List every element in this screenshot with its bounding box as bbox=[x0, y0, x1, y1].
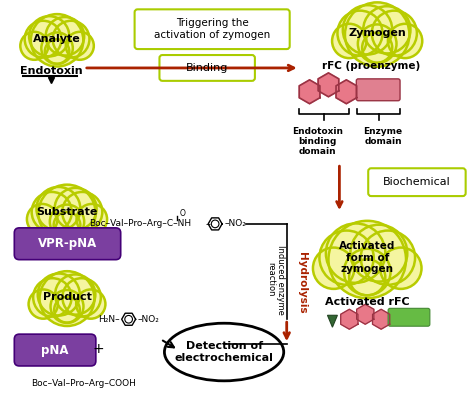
Polygon shape bbox=[373, 310, 390, 329]
FancyBboxPatch shape bbox=[14, 228, 121, 260]
Circle shape bbox=[349, 259, 385, 295]
Text: Zymogen: Zymogen bbox=[348, 28, 406, 38]
Text: Binding: Binding bbox=[186, 63, 228, 73]
Circle shape bbox=[345, 2, 410, 67]
Circle shape bbox=[50, 205, 84, 239]
Circle shape bbox=[54, 212, 81, 239]
Circle shape bbox=[36, 187, 81, 231]
Polygon shape bbox=[356, 305, 374, 324]
Text: Product: Product bbox=[43, 292, 91, 302]
Circle shape bbox=[76, 290, 105, 319]
Circle shape bbox=[361, 230, 415, 285]
Circle shape bbox=[358, 25, 396, 63]
Circle shape bbox=[55, 188, 97, 230]
Polygon shape bbox=[299, 80, 320, 104]
Text: Boc–Val–Pro–Arg–C–NH: Boc–Val–Pro–Arg–C–NH bbox=[89, 219, 191, 228]
Circle shape bbox=[362, 32, 392, 63]
FancyBboxPatch shape bbox=[135, 9, 290, 49]
Circle shape bbox=[76, 204, 107, 235]
Circle shape bbox=[319, 230, 374, 285]
FancyBboxPatch shape bbox=[159, 55, 255, 81]
Circle shape bbox=[388, 24, 422, 58]
Circle shape bbox=[332, 24, 366, 58]
Circle shape bbox=[344, 249, 391, 295]
Circle shape bbox=[54, 297, 80, 322]
Circle shape bbox=[38, 273, 80, 316]
Text: rFC (proenzyme): rFC (proenzyme) bbox=[322, 61, 420, 71]
Circle shape bbox=[41, 32, 73, 64]
Circle shape bbox=[337, 11, 383, 56]
Polygon shape bbox=[336, 80, 357, 104]
FancyBboxPatch shape bbox=[368, 168, 465, 196]
Text: Substrate: Substrate bbox=[36, 207, 98, 217]
Text: H₂N–: H₂N– bbox=[98, 315, 119, 324]
Circle shape bbox=[313, 248, 354, 289]
Circle shape bbox=[63, 278, 101, 317]
Circle shape bbox=[380, 248, 421, 289]
Text: Activated rFC: Activated rFC bbox=[325, 297, 410, 307]
Text: O: O bbox=[179, 210, 185, 218]
FancyBboxPatch shape bbox=[388, 308, 430, 326]
Circle shape bbox=[62, 192, 102, 232]
Circle shape bbox=[33, 278, 72, 317]
Text: Detection of
electrochemical: Detection of electrochemical bbox=[174, 341, 273, 363]
Circle shape bbox=[20, 32, 48, 60]
Circle shape bbox=[27, 204, 57, 235]
Circle shape bbox=[25, 21, 62, 57]
Circle shape bbox=[328, 221, 406, 298]
Text: Induced enzyme
reaction: Induced enzyme reaction bbox=[266, 245, 285, 314]
Text: Hydrolysis: Hydrolysis bbox=[297, 252, 307, 313]
Text: –NO₂: –NO₂ bbox=[224, 219, 246, 228]
Circle shape bbox=[31, 14, 83, 67]
Circle shape bbox=[38, 185, 96, 242]
Text: Endotoxin
binding
domain: Endotoxin binding domain bbox=[292, 126, 343, 156]
Text: –: – bbox=[206, 219, 210, 229]
Circle shape bbox=[28, 290, 58, 319]
Text: Biochemical: Biochemical bbox=[383, 177, 451, 187]
Polygon shape bbox=[328, 315, 337, 327]
Text: –NO₂: –NO₂ bbox=[137, 315, 159, 324]
Circle shape bbox=[326, 223, 385, 283]
Circle shape bbox=[363, 6, 410, 53]
Circle shape bbox=[53, 21, 90, 57]
FancyBboxPatch shape bbox=[356, 79, 400, 101]
FancyBboxPatch shape bbox=[14, 334, 96, 366]
Circle shape bbox=[372, 11, 417, 56]
Ellipse shape bbox=[164, 323, 284, 381]
Circle shape bbox=[343, 5, 392, 54]
Text: VPR-pNA: VPR-pNA bbox=[38, 237, 98, 250]
Circle shape bbox=[39, 271, 94, 326]
Circle shape bbox=[66, 32, 94, 60]
Circle shape bbox=[350, 225, 407, 282]
Text: Enzyme
domain: Enzyme domain bbox=[364, 126, 403, 146]
Polygon shape bbox=[318, 73, 339, 97]
Circle shape bbox=[29, 16, 69, 57]
Circle shape bbox=[46, 17, 84, 55]
Text: +: + bbox=[92, 342, 104, 356]
Circle shape bbox=[51, 290, 83, 323]
Text: Triggering the
activation of zymogen: Triggering the activation of zymogen bbox=[154, 18, 270, 40]
Text: pNA: pNA bbox=[41, 344, 69, 357]
Text: Boc–Val–Pro–Arg–COOH: Boc–Val–Pro–Arg–COOH bbox=[31, 379, 136, 388]
Circle shape bbox=[55, 275, 95, 314]
Text: Activated
form of
zymogen: Activated form of zymogen bbox=[339, 241, 395, 274]
Text: Analyte: Analyte bbox=[33, 34, 81, 44]
Text: Endotoxin: Endotoxin bbox=[20, 66, 82, 76]
Circle shape bbox=[45, 39, 69, 64]
Circle shape bbox=[32, 192, 72, 232]
Polygon shape bbox=[341, 310, 358, 329]
